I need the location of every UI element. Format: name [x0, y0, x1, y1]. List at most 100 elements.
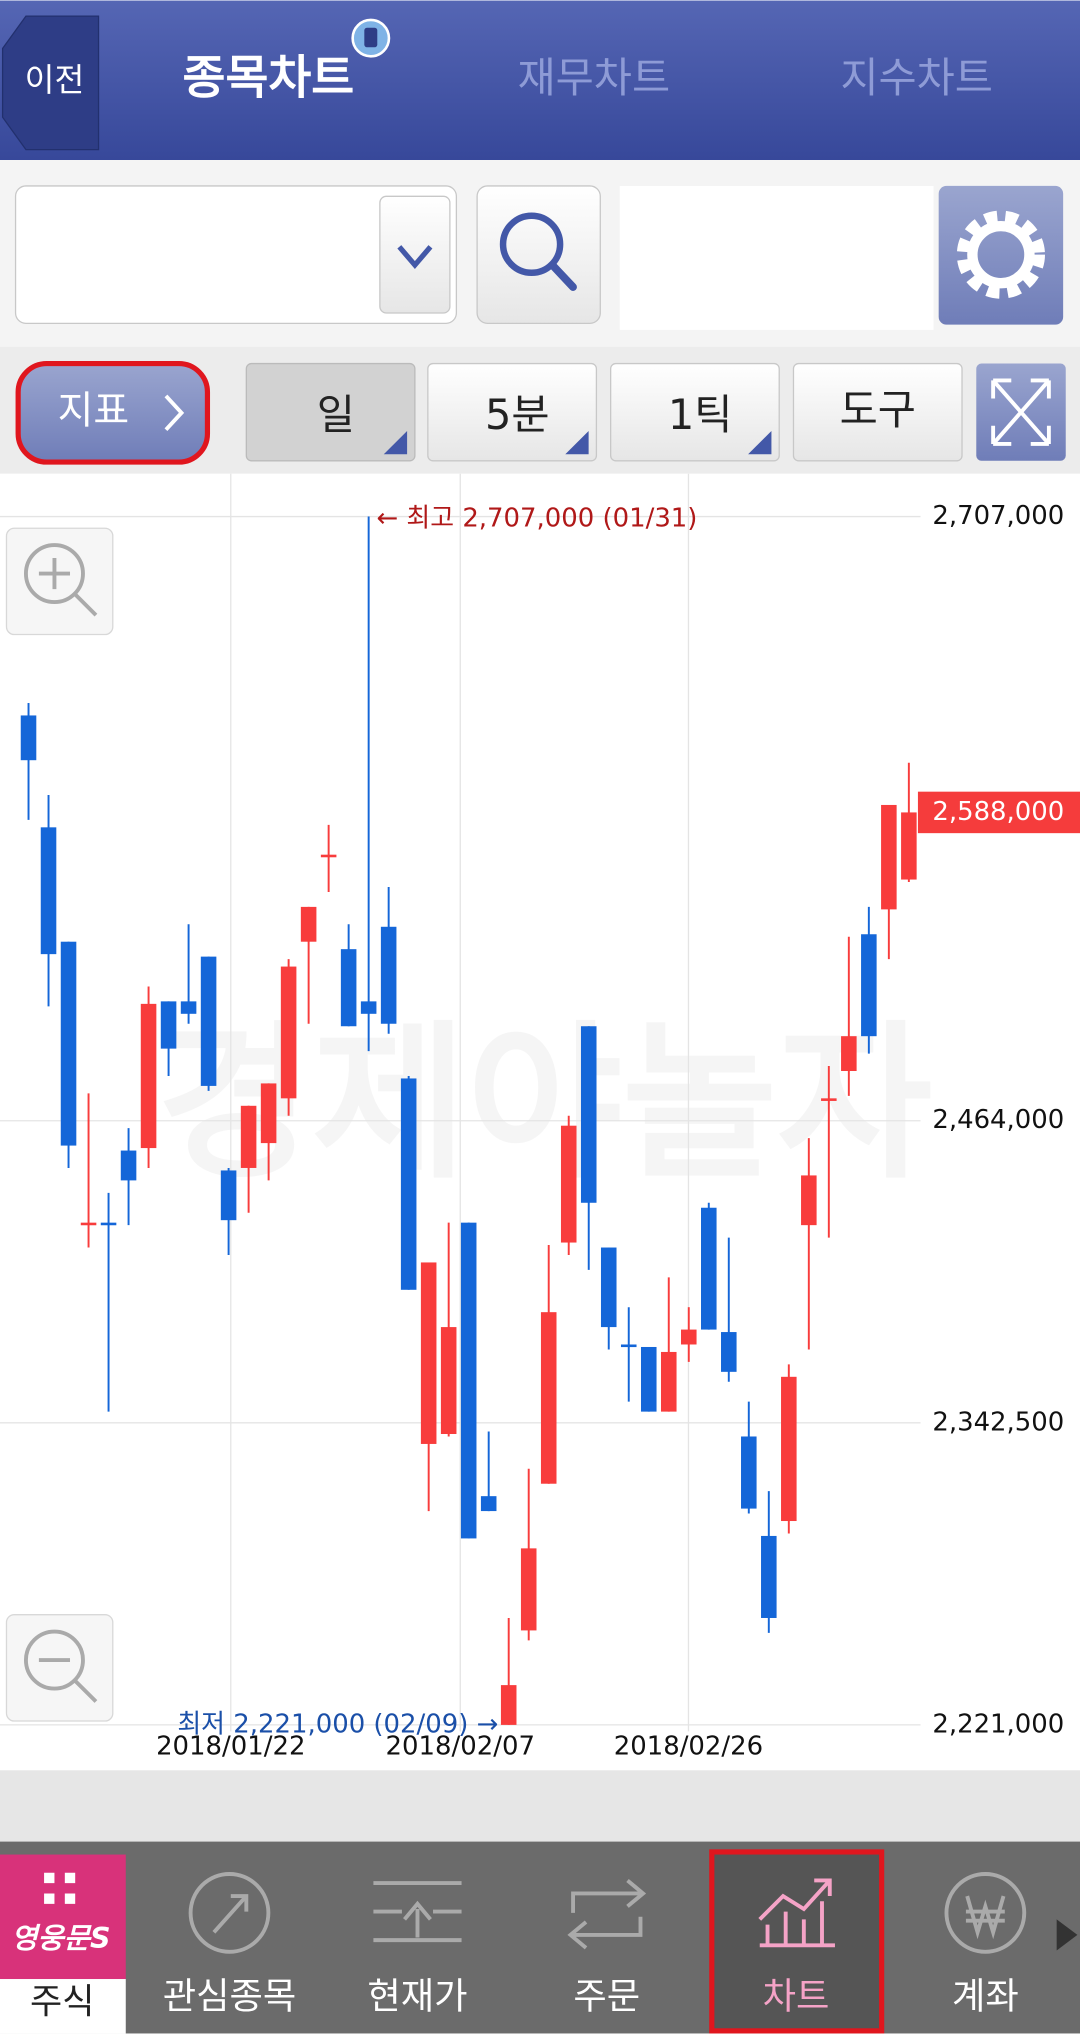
expand-icon	[991, 378, 1051, 446]
tab[interactable]: 재무차트	[518, 53, 671, 102]
logo-tile[interactable]	[0, 1854, 126, 1980]
candle-body	[741, 1436, 757, 1509]
period-button[interactable]	[427, 362, 598, 462]
y-tick-label: 2,464,000	[932, 1105, 1064, 1135]
header-bar	[0, 0, 1080, 161]
spacer-band	[0, 1770, 1080, 1842]
candle-body	[600, 1247, 617, 1328]
candle-body	[420, 1262, 437, 1444]
nav-label[interactable]: 주문	[573, 1974, 640, 2017]
candle-body	[140, 1003, 157, 1149]
bottom-nav	[0, 1841, 1080, 2034]
candle-body	[821, 1098, 837, 1101]
candle-body	[881, 804, 897, 910]
candle-body	[360, 1001, 377, 1014]
candle-body	[680, 1329, 697, 1345]
candle-body	[320, 854, 337, 858]
candle-body	[380, 926, 397, 1024]
last-price-label: 2,588,000	[932, 797, 1064, 827]
candle-body	[80, 1222, 97, 1226]
price-box	[619, 185, 934, 330]
stock-tab[interactable]	[0, 1979, 126, 2034]
candlestick-chart: 경제야놀자2018/01/222018/02/072018/02/262,707…	[0, 473, 1080, 1761]
tab-active[interactable]: 종목차트	[183, 51, 355, 105]
candle-body	[280, 966, 297, 1099]
candle-body	[640, 1346, 657, 1412]
candle-body	[781, 1376, 797, 1522]
candle-body	[560, 1125, 577, 1243]
chart-area	[0, 473, 1080, 1771]
candle-body	[120, 1150, 137, 1181]
nav-label[interactable]: 계좌	[952, 1974, 1019, 2017]
candle-body	[540, 1312, 557, 1484]
candle-body	[620, 1344, 637, 1348]
candle-body	[240, 1105, 257, 1168]
back-button[interactable]	[1, 15, 100, 151]
y-tick-label: 2,221,000	[932, 1709, 1064, 1739]
zoom-out-glyph	[38, 1658, 98, 1703]
candle-body	[500, 1685, 517, 1725]
candle-body	[220, 1170, 237, 1221]
candle-body	[160, 1001, 177, 1049]
tab[interactable]: 지수차트	[840, 53, 993, 102]
sync-icon-phone	[364, 27, 378, 48]
y-tick-label: 2,707,000	[932, 501, 1064, 531]
indicator-button[interactable]	[15, 360, 211, 465]
candle-body	[340, 949, 357, 1027]
gear-teeth	[956, 210, 1045, 299]
logo-text: 영웅문S	[11, 1922, 110, 1955]
tools-button[interactable]	[792, 362, 963, 462]
candle-body	[260, 1083, 277, 1144]
candle-body	[440, 1327, 457, 1434]
more-arrow[interactable]	[1056, 1919, 1078, 1951]
stock-input[interactable]	[14, 185, 458, 325]
candle-body	[180, 1001, 197, 1014]
period-corner	[748, 430, 772, 455]
nav-label[interactable]: 차트	[763, 1974, 830, 2017]
gear-icon	[967, 220, 1035, 289]
price-icon	[373, 1881, 462, 1943]
dropdown-button[interactable]	[379, 195, 451, 314]
x-tick-label: 2018/02/07	[386, 1731, 535, 1761]
search-button[interactable]	[476, 185, 601, 325]
nav-label[interactable]: 주식	[30, 1983, 94, 2023]
nav-label[interactable]: 현재가	[367, 1974, 467, 2017]
chart-tab-active[interactable]	[709, 1849, 885, 2034]
candle-body	[460, 1222, 477, 1539]
account-icon	[944, 1872, 1027, 1954]
candle-body	[520, 1548, 537, 1631]
candle-body	[901, 812, 917, 880]
candle-body	[721, 1332, 737, 1372]
won-glyph	[965, 1895, 1006, 1940]
nav-label[interactable]: 관심종목	[163, 1974, 297, 2017]
candle-body	[701, 1207, 717, 1330]
back-label[interactable]: 이전	[25, 61, 85, 99]
last-price-tag	[917, 791, 1080, 834]
period-label[interactable]: 1틱	[668, 390, 733, 439]
zoom-out-icon	[23, 1629, 85, 1691]
period-label[interactable]: 5분	[485, 390, 550, 439]
indicator-label[interactable]: 지표	[58, 388, 130, 433]
settings-button[interactable]	[938, 185, 1064, 325]
indicator-arrow	[164, 394, 185, 431]
candle-body	[100, 1222, 117, 1226]
candle-body	[60, 941, 77, 1146]
candle-body	[40, 827, 57, 955]
candle-body	[660, 1351, 677, 1412]
menu-grid	[44, 1872, 76, 1904]
chart-icon	[758, 1878, 835, 1948]
order-icon	[567, 1878, 647, 1950]
candle-body	[861, 934, 877, 1037]
period-label[interactable]: 일	[317, 390, 355, 439]
candle-body	[400, 1078, 417, 1290]
candle-body	[841, 1036, 857, 1071]
search-icon-handle	[548, 261, 577, 291]
watchlist-icon	[188, 1872, 271, 1954]
period-button[interactable]	[610, 362, 780, 462]
tools-label[interactable]: 도구	[840, 385, 916, 434]
candle-body	[200, 956, 217, 1086]
search-icon	[499, 212, 564, 277]
period-button-active[interactable]	[245, 362, 416, 462]
